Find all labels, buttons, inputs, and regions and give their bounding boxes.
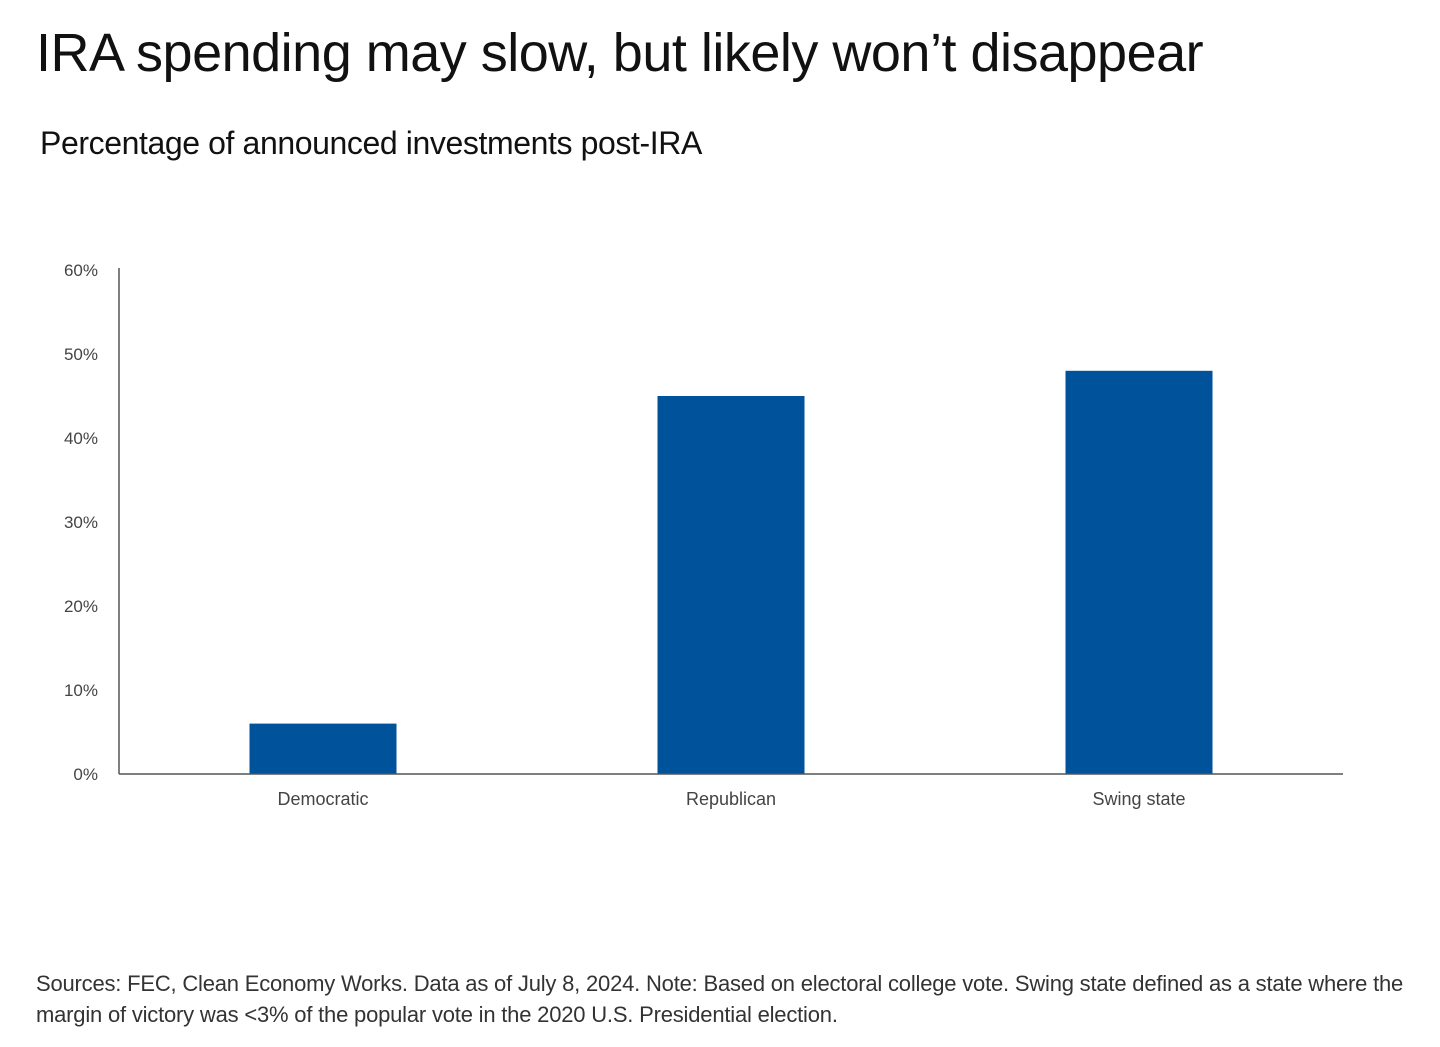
y-tick-label: 10% [64, 681, 98, 700]
y-tick-label: 0% [73, 765, 98, 784]
y-tick-label: 60% [64, 261, 98, 280]
x-axis-ticks: Democratic Republican Swing state [277, 789, 1185, 809]
x-tick-label: Democratic [277, 789, 368, 809]
source-note: Sources: FEC, Clean Economy Works. Data … [36, 971, 1404, 1027]
y-axis-ticks: 0% 10% 20% 30% 40% 50% 60% [64, 261, 98, 784]
bars [249, 370, 1213, 774]
chart-title: IRA spending may slow, but likely won’t … [36, 23, 1204, 83]
x-tick-label: Swing state [1092, 789, 1185, 809]
bar-swing-state [1065, 370, 1213, 774]
y-tick-label: 50% [64, 345, 98, 364]
bar-republican [657, 396, 805, 774]
y-tick-label: 40% [64, 429, 98, 448]
y-tick-label: 20% [64, 597, 98, 616]
bar-democratic [249, 723, 397, 774]
bar-chart: 0% 10% 20% 30% 40% 50% 60% Democratic Republica… [64, 261, 1343, 809]
chart-subtitle: Percentage of announced investments post… [40, 125, 702, 161]
y-tick-label: 30% [64, 513, 98, 532]
x-tick-label: Republican [686, 789, 776, 809]
